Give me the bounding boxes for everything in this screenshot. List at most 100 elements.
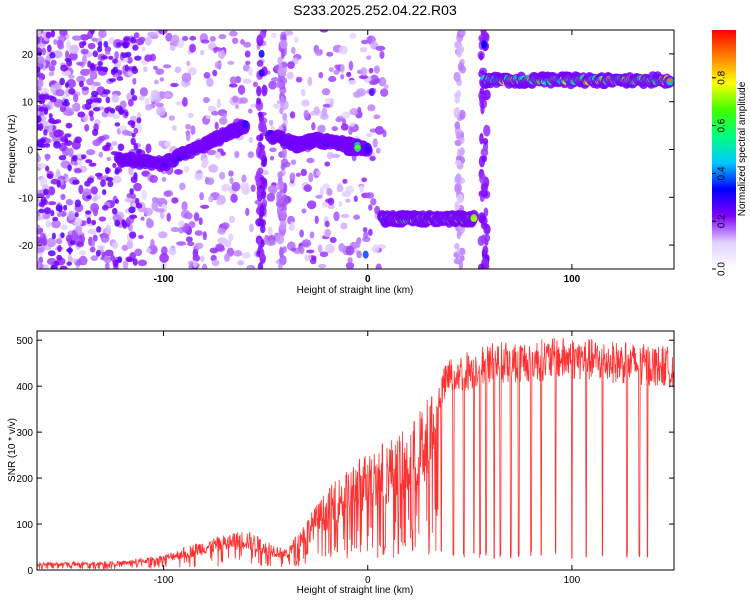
spectrogram-blob	[279, 246, 284, 258]
spectrogram-blob	[303, 109, 310, 119]
spectrogram-blob	[108, 55, 114, 60]
spectrogram-blob	[158, 231, 168, 239]
spectrogram-blob	[214, 151, 222, 159]
spectrogram-blob	[165, 32, 173, 42]
spectrogram-blob	[287, 61, 295, 69]
spectrogram-blob	[63, 204, 68, 211]
spectrogram-blob	[368, 80, 378, 86]
spectrogram-blob	[102, 189, 107, 196]
spectrogram-blob	[169, 44, 176, 51]
spectrogram-blob	[39, 177, 48, 187]
spectrogram-blob	[151, 196, 158, 203]
spectrogram-blob	[279, 39, 288, 50]
spectrogram-blob	[327, 197, 335, 206]
spectrogram-blob	[181, 35, 189, 42]
spectrogram-blob	[317, 244, 323, 253]
spectrogram-blob	[237, 84, 246, 95]
spectrogram-blob	[43, 129, 48, 136]
spectrogram-blob	[298, 245, 305, 255]
spectrogram-blob	[37, 261, 42, 269]
spectrogram-blob	[358, 74, 369, 80]
spectrogram-blob	[266, 192, 276, 202]
spectrogram-blob	[333, 211, 340, 222]
spectrogram-blob	[117, 256, 123, 263]
spectrogram-blob	[164, 140, 172, 148]
spectrogram-blob	[248, 108, 253, 114]
spectrogram-blob	[185, 123, 192, 130]
spectrogram-blob	[348, 127, 353, 136]
spectrogram-blob	[481, 155, 488, 163]
spectrogram-blob	[48, 65, 56, 72]
spectrogram-blob	[90, 202, 100, 213]
spectrogram-blob	[114, 219, 121, 227]
spectrogram-blob	[111, 93, 120, 103]
spectrogram-blob	[355, 145, 361, 150]
spectrogram-blob	[277, 56, 283, 65]
spectrogram-blob	[181, 201, 188, 211]
spectrogram-blob	[277, 180, 284, 191]
spectrogram-blob	[454, 121, 461, 130]
spectrogram-blob	[132, 77, 137, 85]
spectrogram-blob	[329, 237, 337, 244]
spectrogram-blob	[57, 39, 64, 49]
spectrogram-blob	[345, 261, 355, 269]
spectrogram-blob	[341, 118, 347, 126]
spectrogram-blob	[280, 48, 285, 60]
spectrogram-blob	[322, 183, 331, 190]
spectrogram-blob	[73, 161, 78, 166]
spectrogram-blob	[375, 263, 382, 269]
spectrogram-ylabel: Frequency (Hz)	[7, 115, 18, 184]
spectrogram-blob	[146, 217, 152, 226]
spectrogram-blob	[268, 80, 277, 90]
spectrogram-blob	[361, 39, 369, 45]
spectrogram-blob	[331, 126, 339, 132]
spectrogram-blob	[360, 67, 368, 76]
spectrogram-blob	[278, 63, 283, 71]
spectrogram-blob	[42, 264, 49, 269]
spectrogram-blob	[311, 122, 316, 131]
spectrogram-blob	[98, 151, 103, 158]
spectrogram-blob	[147, 31, 157, 38]
spectrogram-blob	[91, 37, 98, 42]
spectrogram-blob	[340, 63, 345, 74]
spectrogram-blob	[182, 97, 188, 107]
spectrogram-blob	[158, 140, 164, 147]
spectrogram-blob	[153, 65, 158, 71]
spectrogram-blob	[53, 129, 63, 138]
spectrogram-blob	[153, 79, 159, 85]
spectrogram-blob	[227, 60, 235, 65]
spectrogram-blob	[138, 36, 146, 43]
spectrogram-ytick-label: -20	[19, 241, 34, 252]
spectrogram-blob	[230, 193, 238, 203]
spectrogram-blob	[46, 44, 52, 53]
spectrogram-blob	[90, 30, 95, 35]
spectrogram-blob	[378, 76, 387, 87]
spectrogram-blob	[338, 243, 346, 252]
spectrogram-blob	[208, 195, 214, 203]
spectrogram-blob	[37, 215, 45, 221]
spectrogram-blob	[107, 180, 114, 188]
spectrogram-blob	[256, 85, 262, 97]
spectrogram-blob	[149, 174, 158, 184]
spectrogram-blob	[338, 45, 348, 55]
spectrogram-blob	[50, 30, 56, 38]
spectrogram-blob	[314, 49, 323, 56]
spectrogram-blob	[315, 170, 321, 177]
spectrogram-blob	[479, 93, 485, 105]
spectrogram-blob	[68, 44, 79, 54]
spectrogram-blob	[37, 30, 42, 38]
spectrogram-blob	[373, 114, 381, 120]
spectrogram-blob	[171, 197, 179, 204]
spectrogram-blob	[61, 70, 72, 77]
spectrogram-blob	[359, 185, 365, 193]
spectrogram-ytick-label: -10	[19, 193, 34, 204]
spectrogram-blob	[259, 120, 267, 133]
spectrogram-blob	[200, 255, 205, 263]
spectrogram-blob	[72, 93, 79, 103]
spectrogram-blob	[188, 112, 194, 118]
spectrogram-blob	[97, 46, 103, 53]
spectrogram-blob	[362, 250, 369, 259]
snr-frame	[36, 330, 675, 571]
spectrogram-blob	[234, 150, 240, 159]
